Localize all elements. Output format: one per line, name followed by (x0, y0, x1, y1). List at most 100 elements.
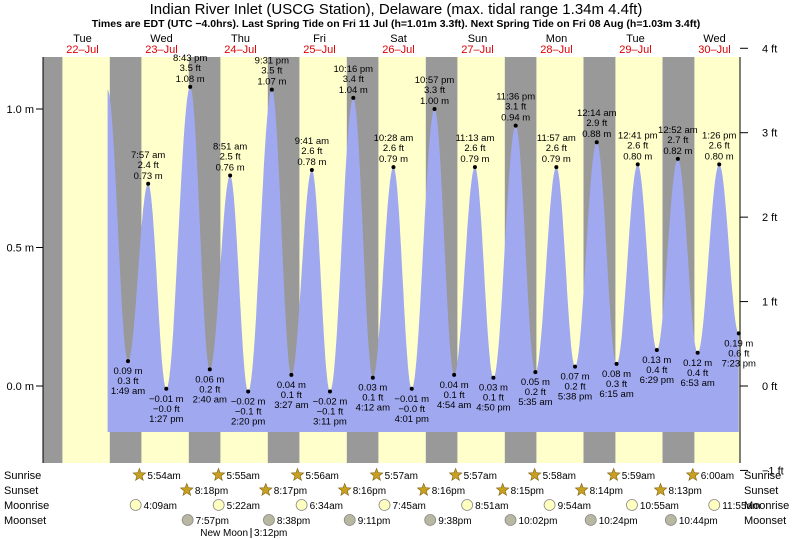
tide-point (391, 165, 396, 170)
high-tide-ft: 3.3 ft (424, 85, 445, 96)
row-label-right: Sunset (744, 485, 778, 497)
low-tide-time: 1:49 am (111, 386, 145, 397)
low-tide-m: 0.12 m (683, 358, 712, 369)
high-tide-time: 1:26 pm (702, 130, 736, 141)
low-tide-ft: 0.1 ft (362, 393, 383, 404)
sun-star-icon (574, 482, 589, 496)
tide-area (107, 86, 739, 433)
day-date: 29–Jul (619, 44, 651, 56)
high-tide-time: 12:41 pm (618, 130, 658, 141)
low-tide-m: 0.04 m (440, 380, 469, 391)
moonset-time: 10:24pm (599, 516, 638, 527)
day-name: Wed (150, 33, 172, 45)
right-axis-label: 1 ft (762, 297, 777, 309)
moonrise-icon (378, 499, 391, 511)
tide-point (370, 375, 375, 380)
new-moon-label: New Moon (200, 528, 248, 539)
moonset-time: 9:11pm (358, 516, 391, 527)
moonrise-icon (461, 499, 474, 511)
sun-star-icon (290, 467, 305, 481)
tide-point (695, 350, 700, 355)
chart-title: Indian River Inlet (USCG Station), Delaw… (150, 1, 643, 18)
moonrise-time: 8:51am (475, 501, 508, 512)
high-tide-m: 0.82 m (663, 146, 692, 157)
day-name: Sat (390, 33, 407, 45)
tide-point (188, 84, 193, 89)
tide-point (717, 162, 722, 167)
right-axis-label: −1 ft (762, 465, 784, 477)
low-tide-ft: 0.2 ft (199, 384, 220, 395)
low-tide-time: 7:23 pm (722, 358, 756, 369)
sunrise-time: 5:56am (306, 471, 339, 482)
moonrise-time: 11:55am (722, 501, 760, 512)
moonrise-icon (295, 499, 308, 511)
low-tide-m: 0.07 m (561, 372, 590, 383)
low-tide-m: 0.13 m (642, 355, 671, 366)
day-labels: Tue22–JulWed23–JulThu24–JulFri25–JulSat2… (66, 33, 730, 56)
low-tide-time: 3:27 am (274, 400, 308, 411)
moonset-time: 10:44pm (679, 516, 718, 527)
right-axis-label: 2 ft (762, 212, 777, 224)
sun-star-icon (179, 482, 194, 496)
moonrise-time: 10:55am (640, 501, 679, 512)
low-tide-time: 2:20 pm (231, 417, 265, 428)
low-tide-m: 0.08 m (602, 369, 631, 380)
high-tide-time: 10:28 am (374, 133, 414, 144)
moonrise-icon (626, 499, 638, 511)
high-tide-m: 1.07 m (257, 77, 286, 88)
day-name: Tue (73, 33, 92, 45)
high-tide-m: 1.08 m (176, 74, 205, 85)
high-tide-m: 0.79 m (460, 154, 489, 165)
tide-point (409, 386, 414, 391)
day-name: Thu (231, 33, 250, 45)
high-tide-time: 12:14 am (577, 108, 617, 119)
high-tide-ft: 2.6 ft (709, 140, 730, 151)
low-tide-time: 1:27 pm (149, 414, 183, 425)
low-tide-ft: 0.3 ft (117, 376, 138, 387)
tide-point (635, 162, 640, 167)
high-tide-ft: 2.6 ft (383, 143, 404, 154)
sun-star-icon (132, 467, 147, 481)
daylight-band (62, 57, 110, 463)
low-tide-m: 0.04 m (277, 380, 306, 391)
low-tide-ft: 0.1 ft (281, 390, 302, 401)
low-tide-time: 5:35 am (518, 397, 552, 408)
low-tide-ft: 0.4 ft (687, 368, 708, 379)
low-tide-m: 0.03 m (358, 383, 387, 394)
tide-point (491, 375, 496, 380)
low-tide-ft: 0.1 ft (483, 393, 504, 404)
moonrise-time: 5:22am (227, 501, 260, 512)
tide-point (452, 372, 457, 377)
sunrise-time: 6:00am (701, 471, 734, 482)
high-tide-ft: 3.4 ft (343, 74, 364, 85)
tide-point (164, 386, 169, 391)
sunset-time: 8:16pm (432, 486, 465, 497)
moonset-icon (263, 514, 275, 526)
low-tide-ft: −0.0 ft (153, 404, 180, 415)
sunset-time: 8:15pm (511, 486, 544, 497)
sun-star-icon (495, 482, 510, 496)
right-axis-label: 0 ft (762, 381, 777, 393)
sun-star-icon (527, 467, 542, 481)
high-tide-ft: 3.5 ft (261, 66, 282, 77)
moonrise-icon (708, 499, 721, 511)
low-tide-time: 6:29 pm (640, 375, 674, 386)
high-tide-ft: 2.5 ft (220, 151, 241, 162)
day-date: 27–Jul (461, 44, 493, 56)
high-tide-m: 0.94 m (501, 113, 530, 124)
tide-point (246, 389, 251, 394)
day-date: 25–Jul (303, 44, 335, 56)
moonrise-time: 7:45am (393, 501, 426, 512)
high-tide-time: 7:57 am (131, 150, 165, 161)
high-tide-m: 0.78 m (297, 157, 326, 168)
high-tide-ft: 3.1 ft (505, 102, 526, 113)
sunset-time: 8:13pm (669, 486, 702, 497)
row-label-left: Moonrise (4, 500, 49, 512)
day-name: Mon (546, 33, 567, 45)
low-tide-time: 3:11 pm (313, 417, 347, 428)
left-axis-label: 1.0 m (6, 104, 34, 116)
high-tide-m: 0.79 m (379, 154, 408, 165)
sunset-time: 8:16pm (353, 486, 386, 497)
tide-point (351, 95, 356, 100)
